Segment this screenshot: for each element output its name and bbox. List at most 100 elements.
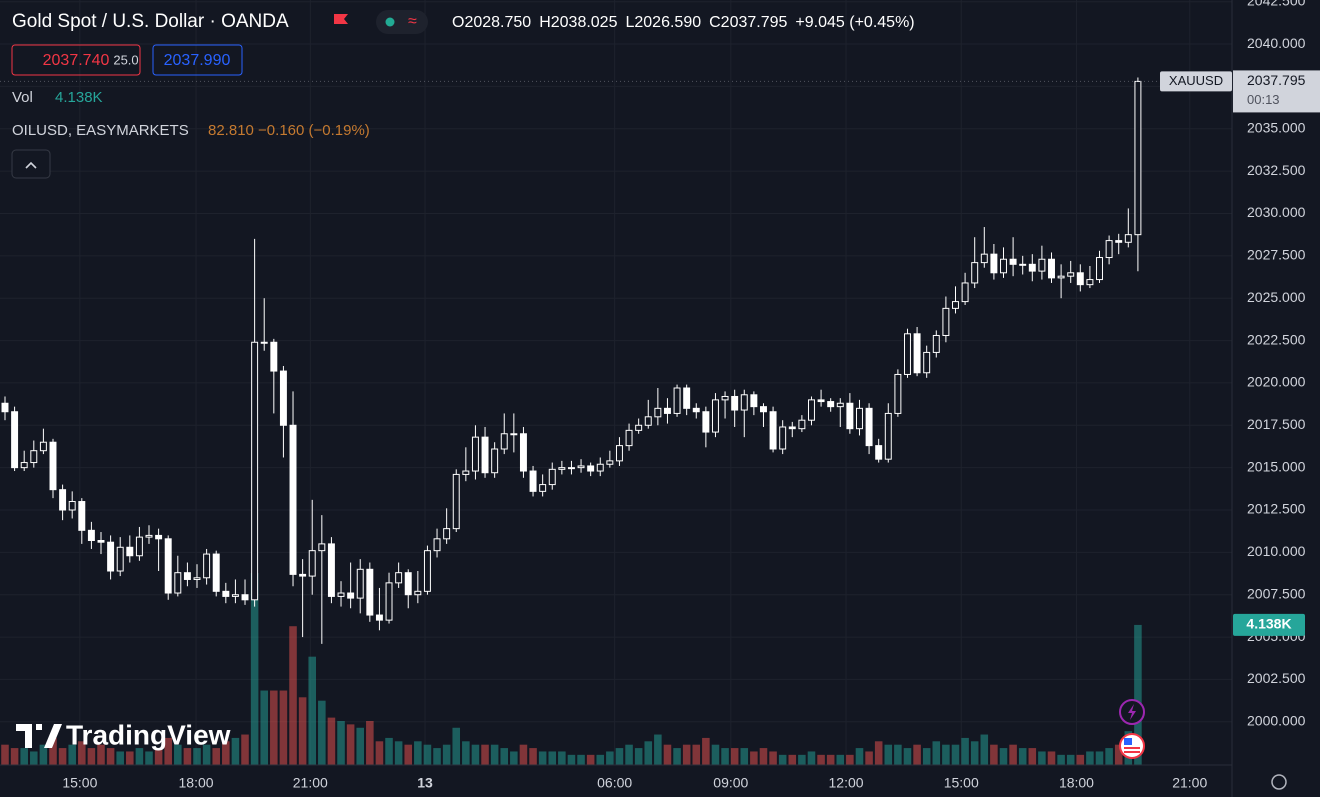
candle-body: [385, 582, 393, 621]
volume-bar: [471, 744, 480, 765]
candle-body: [759, 406, 767, 413]
y-tick-label: 2025.000: [1247, 289, 1306, 305]
candle-body: [721, 395, 729, 401]
volume-bar: [1038, 751, 1046, 765]
lightning-icon: [1128, 704, 1136, 720]
ask-price[interactable]: 2037.990: [164, 52, 231, 69]
candle-body: [788, 426, 796, 430]
volume-bar: [442, 744, 451, 765]
volume-bar: [1066, 754, 1075, 765]
candle-body: [625, 429, 633, 447]
volume-bar: [932, 741, 941, 765]
candle-body: [711, 399, 719, 433]
x-tick-label: 21:00: [1172, 775, 1207, 791]
candle-body: [865, 407, 873, 447]
candle-body: [452, 473, 460, 530]
candle-body: [1067, 272, 1075, 277]
y-tick-label: 2017.500: [1247, 416, 1306, 432]
y-tick-label: 2040.000: [1247, 35, 1306, 51]
volume-bar: [961, 737, 969, 765]
volume-bar: [10, 748, 19, 765]
candle-body: [827, 401, 835, 408]
y-tick-label: 2042.500: [1247, 0, 1306, 8]
y-tick-label: 2027.500: [1247, 247, 1306, 263]
candle-body: [1028, 263, 1036, 272]
candle-body: [1134, 80, 1142, 236]
candle-body: [116, 546, 124, 572]
candle-body: [894, 373, 902, 414]
flag-stripes: [1124, 747, 1140, 753]
volume-bar: [298, 697, 307, 765]
candle-body: [1048, 258, 1055, 279]
candle-body: [404, 572, 412, 596]
volume-bar: [577, 754, 585, 765]
x-tick-label: 15:00: [62, 775, 97, 791]
y-tick-label: 2012.500: [1247, 501, 1306, 517]
volume-bar: [913, 744, 921, 765]
volume-bar: [884, 744, 893, 765]
status-pill[interactable]: [376, 10, 428, 34]
candle-body: [155, 534, 163, 540]
volume-layer: [1, 573, 1142, 765]
candle-body: [164, 538, 172, 594]
candle-body: [20, 462, 28, 469]
y-tick-label: 2020.000: [1247, 374, 1306, 390]
y-tick-label: 2035.000: [1247, 119, 1306, 135]
settings-icon[interactable]: [1271, 774, 1287, 790]
volume-bar: [894, 744, 902, 765]
sell-button[interactable]: [11, 44, 141, 76]
volume-bar: [970, 741, 979, 765]
candle-body: [241, 594, 249, 601]
buy-button[interactable]: [152, 44, 243, 76]
volume-bar: [759, 748, 768, 765]
candle-body: [702, 411, 710, 433]
volume-bar: [625, 744, 633, 765]
candle-body: [808, 399, 815, 421]
volume-bar: [826, 754, 835, 765]
candle-body: [347, 592, 355, 599]
candle-body: [126, 546, 134, 557]
symbol-tag-label: XAUUSD: [1169, 73, 1223, 88]
volume-bar: [164, 737, 172, 765]
economic-event-icon[interactable]: [1119, 733, 1145, 759]
volume-bar: [807, 751, 816, 765]
volume-bar: [644, 741, 653, 765]
delayed-icon: ≈: [408, 13, 417, 30]
candle-body: [308, 550, 316, 577]
candle-body: [78, 501, 86, 531]
volume-bar: [394, 741, 403, 765]
candle-body: [750, 394, 758, 408]
candle-body: [740, 394, 748, 411]
volume-bar: [903, 748, 912, 765]
bid-price[interactable]: 2037.740: [43, 52, 110, 69]
volume-bar: [126, 751, 134, 765]
candle-body: [299, 573, 307, 577]
volume-bar: [490, 744, 499, 765]
volume-bar: [241, 734, 249, 765]
x-tick-label: 15:00: [944, 775, 979, 791]
candle-body: [673, 387, 681, 414]
volume-bar: [481, 744, 489, 765]
volume-bar: [106, 748, 115, 765]
volume-bar: [846, 754, 854, 765]
volume-bar: [78, 741, 86, 765]
candle-body: [251, 341, 259, 601]
market-open-dot: [385, 17, 395, 27]
volume-bar: [202, 744, 211, 765]
volume-bar: [30, 751, 38, 765]
candle-body: [366, 568, 374, 616]
candle-body: [203, 553, 211, 579]
volume-bar: [250, 573, 259, 765]
volume-bar: [500, 748, 509, 765]
candle-body: [606, 460, 614, 465]
x-tick-label: 18:00: [1059, 775, 1094, 791]
candle-body: [97, 539, 105, 543]
volume-bar: [183, 748, 192, 765]
candle-body: [1000, 258, 1007, 274]
candle-body: [558, 467, 566, 470]
volume-bar: [510, 751, 518, 765]
candle-body: [913, 333, 921, 374]
volume-legend-label: Vol: [12, 89, 33, 106]
candle-body: [68, 501, 76, 511]
volume-bar: [346, 724, 355, 765]
